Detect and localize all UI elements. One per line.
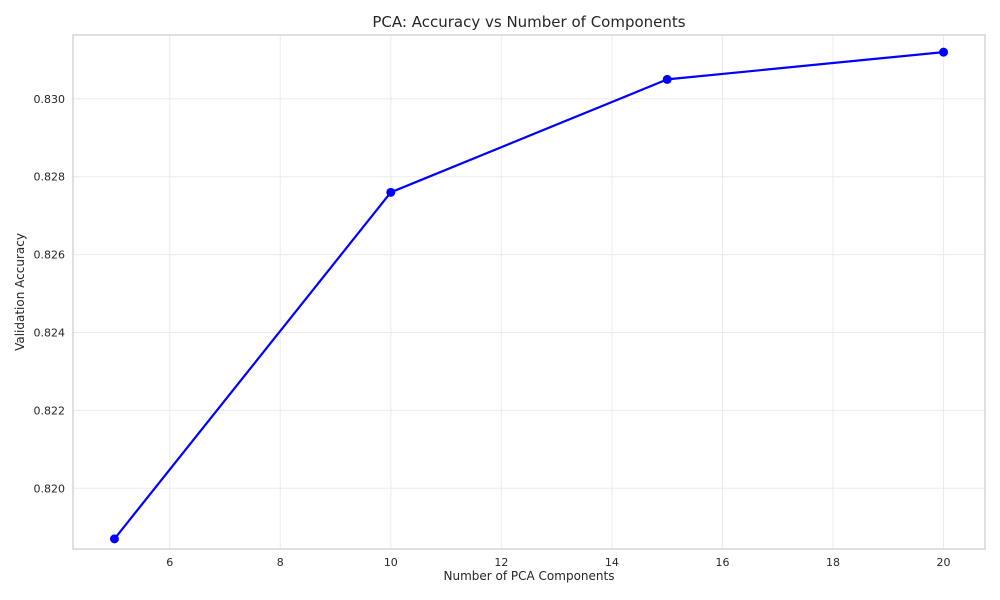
y-tick-label: 0.826 xyxy=(34,249,66,262)
chart-title: PCA: Accuracy vs Number of Components xyxy=(372,13,685,31)
plot-frame xyxy=(72,34,986,550)
x-tick-label: 20 xyxy=(937,556,951,569)
data-point xyxy=(386,187,396,197)
series-markers xyxy=(109,47,949,544)
x-tick-label: 14 xyxy=(605,556,619,569)
x-tick-label: 18 xyxy=(826,556,840,569)
grid xyxy=(73,35,985,549)
y-tick-label: 0.820 xyxy=(34,482,66,495)
data-point xyxy=(662,74,672,84)
series-line xyxy=(113,51,945,540)
data-point xyxy=(109,534,119,544)
x-tick-label: 6 xyxy=(166,556,173,569)
y-tick-label: 0.830 xyxy=(34,93,66,106)
y-axis-label: Validation Accuracy xyxy=(13,233,27,351)
x-axis-label: Number of PCA Components xyxy=(444,569,615,583)
tick-labels: 6 8 10 12 14 16 18 20 0.820 0.822 0.824 0.826 0.828 0… xyxy=(34,93,951,569)
x-tick-label: 8 xyxy=(277,556,284,569)
series-line-group xyxy=(113,51,945,540)
y-tick-label: 0.822 xyxy=(34,404,66,417)
y-tick-label: 0.824 xyxy=(34,326,66,339)
x-tick-label: 12 xyxy=(494,556,508,569)
x-tick-label: 10 xyxy=(384,556,398,569)
y-tick-label: 0.828 xyxy=(34,171,66,184)
data-point xyxy=(939,47,949,57)
x-tick-label: 16 xyxy=(715,556,729,569)
